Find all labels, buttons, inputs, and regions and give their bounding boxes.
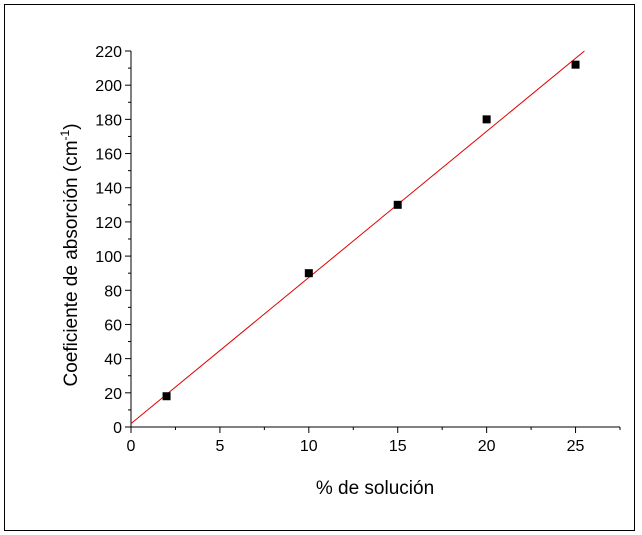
axes <box>130 51 620 428</box>
y-tick-label: 140 <box>95 181 122 198</box>
y-axis-label: Coeficiente de absorción (cm-1) <box>58 123 82 386</box>
y-tick-label: 80 <box>104 283 122 300</box>
data-point <box>162 392 171 401</box>
y-tick-label: 100 <box>95 249 122 266</box>
data-point <box>482 115 491 124</box>
x-tick-label: 0 <box>127 438 136 455</box>
y-tick-label: 40 <box>104 352 122 369</box>
y-axis-label-main: Coeficiente de absorción (cm <box>61 140 82 386</box>
x-tick-label: 10 <box>300 438 318 455</box>
data-point <box>304 269 313 278</box>
y-tick-label: 0 <box>113 420 122 437</box>
y-axis-label-superscript: -1 <box>58 129 72 140</box>
y-tick-label: 220 <box>95 44 122 61</box>
fit-line <box>130 50 585 424</box>
x-tick-label: 15 <box>389 438 407 455</box>
y-axis-ticks: 0 20 40 60 80 100 120 140 160 180 200 220 <box>95 44 131 437</box>
y-tick-label: 200 <box>95 78 122 95</box>
chart-frame <box>4 4 635 531</box>
y-tick-label: 60 <box>104 317 122 334</box>
y-axis-label-close: ) <box>61 123 82 129</box>
y-tick-label: 20 <box>104 386 122 403</box>
x-axis-label: % de solución <box>316 478 434 499</box>
x-tick-label: 5 <box>215 438 224 455</box>
data-point <box>571 60 580 69</box>
fit-line-group <box>130 50 585 424</box>
x-tick-label: 20 <box>478 438 496 455</box>
y-tick-label: 180 <box>95 112 122 129</box>
y-tick-label: 160 <box>95 147 122 164</box>
data-points <box>162 60 580 401</box>
x-tick-label: 25 <box>567 438 585 455</box>
data-point <box>393 200 402 209</box>
x-axis-ticks: 0 5 10 15 20 25 <box>127 427 621 455</box>
y-tick-label: 120 <box>95 215 122 232</box>
